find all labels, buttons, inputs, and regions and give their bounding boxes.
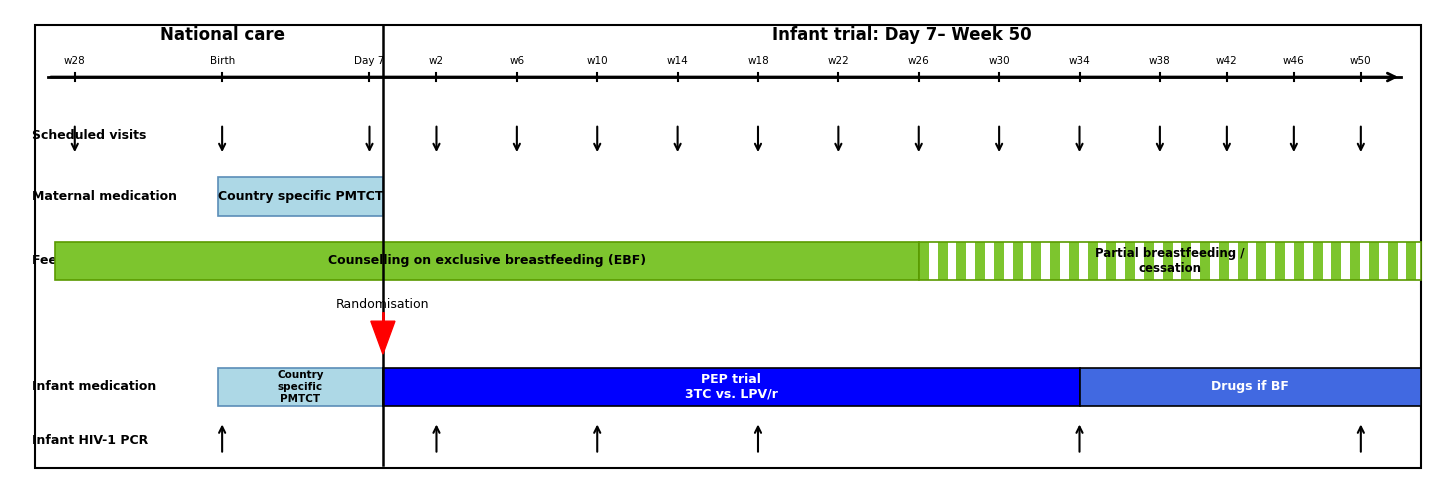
Bar — [1388, 242, 1398, 280]
Bar — [1162, 242, 1172, 280]
Bar — [1106, 242, 1116, 280]
Bar — [1350, 242, 1361, 280]
Text: Day 7: Day 7 — [355, 56, 384, 66]
Text: Birth: Birth — [210, 56, 235, 66]
Bar — [1032, 242, 1042, 280]
Bar — [1369, 242, 1379, 280]
Bar — [1313, 242, 1323, 280]
Bar — [219, 177, 383, 216]
Text: Partial breastfeeding /
cessation: Partial breastfeeding / cessation — [1095, 246, 1245, 274]
Bar — [919, 242, 1421, 280]
Bar — [994, 242, 1004, 280]
Text: Maternal medication: Maternal medication — [32, 190, 177, 203]
Text: Country
specific
PMTCT: Country specific PMTCT — [277, 370, 323, 404]
Text: w50: w50 — [1350, 56, 1372, 66]
Bar — [1294, 242, 1304, 280]
Bar — [1407, 242, 1417, 280]
Bar — [975, 242, 985, 280]
Bar — [55, 242, 919, 280]
Bar — [219, 368, 383, 406]
Text: w46: w46 — [1282, 56, 1304, 66]
Text: w34: w34 — [1068, 56, 1091, 66]
Text: w38: w38 — [1149, 56, 1171, 66]
Bar — [1181, 242, 1191, 280]
Text: w10: w10 — [587, 56, 609, 66]
Text: Counselling on exclusive breastfeeding (EBF): Counselling on exclusive breastfeeding (… — [327, 254, 646, 267]
Text: w28: w28 — [64, 56, 85, 66]
Text: Country specific PMTCT: Country specific PMTCT — [217, 190, 383, 203]
Bar — [1051, 242, 1061, 280]
Text: PEP trial
3TC vs. LPV/r: PEP trial 3TC vs. LPV/r — [685, 373, 778, 401]
Bar — [1332, 242, 1342, 280]
Bar — [919, 242, 1421, 280]
Text: Infant medication: Infant medication — [32, 381, 156, 393]
Text: National care: National care — [159, 26, 284, 45]
Text: w18: w18 — [748, 56, 769, 66]
Bar — [1275, 242, 1285, 280]
Bar — [1088, 242, 1097, 280]
Bar — [1200, 242, 1210, 280]
Bar — [1237, 242, 1248, 280]
Text: Feeding counselling: Feeding counselling — [32, 254, 171, 267]
Text: Infant HIV-1 PCR: Infant HIV-1 PCR — [32, 434, 148, 447]
Text: Infant trial: Day 7– Week 50: Infant trial: Day 7– Week 50 — [772, 26, 1032, 45]
Polygon shape — [371, 321, 396, 354]
Text: Scheduled visits: Scheduled visits — [32, 129, 146, 143]
Bar — [1219, 242, 1229, 280]
Bar — [383, 368, 1080, 406]
Bar — [938, 242, 948, 280]
Text: w14: w14 — [667, 56, 688, 66]
Bar — [1256, 242, 1266, 280]
Bar — [1013, 242, 1023, 280]
Bar — [1143, 242, 1153, 280]
Text: w22: w22 — [827, 56, 849, 66]
Bar — [1124, 242, 1135, 280]
Text: w42: w42 — [1216, 56, 1237, 66]
Text: w6: w6 — [509, 56, 525, 66]
Bar — [1069, 242, 1080, 280]
Text: Drugs if BF: Drugs if BF — [1211, 381, 1290, 393]
Text: Randomisation: Randomisation — [336, 298, 430, 311]
Text: w30: w30 — [988, 56, 1010, 66]
Bar — [1080, 368, 1421, 406]
Text: w26: w26 — [909, 56, 930, 66]
Bar — [956, 242, 966, 280]
Bar — [919, 242, 929, 280]
Text: w2: w2 — [429, 56, 443, 66]
